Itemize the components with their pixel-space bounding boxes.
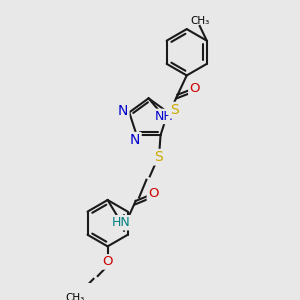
Text: O: O (189, 82, 200, 95)
Text: O: O (148, 188, 158, 200)
Text: S: S (154, 150, 163, 164)
Text: S: S (170, 103, 178, 117)
Text: CH₃: CH₃ (66, 293, 85, 300)
Text: N: N (130, 133, 140, 147)
Text: O: O (102, 255, 113, 268)
Text: NH: NH (155, 110, 174, 123)
Text: CH₃: CH₃ (190, 16, 209, 26)
Text: HN: HN (112, 216, 131, 229)
Text: N: N (118, 104, 128, 118)
